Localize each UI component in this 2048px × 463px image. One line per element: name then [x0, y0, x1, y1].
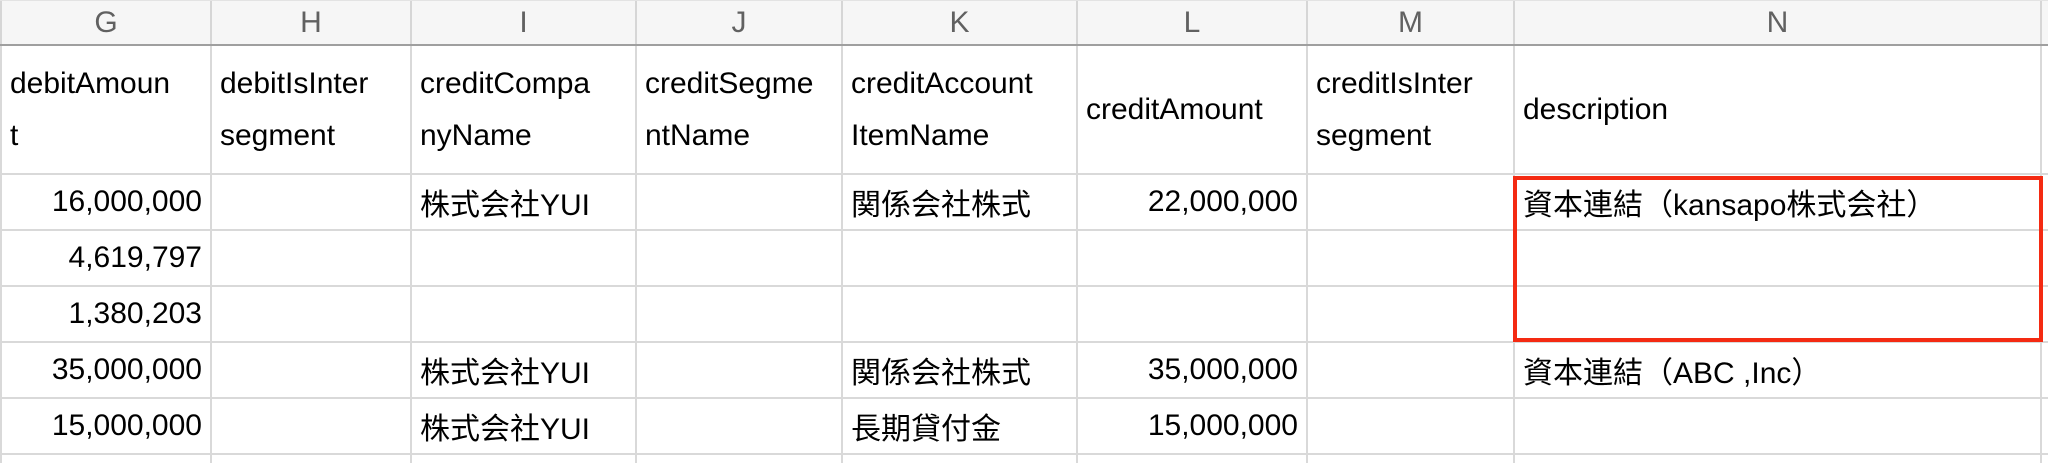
table-row: 16,000,000 株式会社YUI 関係会社株式 22,000,000 資本連… [0, 175, 2048, 231]
cell-description[interactable] [1515, 231, 2042, 285]
cell-credit-segment-name[interactable] [637, 231, 843, 285]
cell-credit-account-item-name[interactable]: 関係会社株式 [843, 343, 1078, 397]
cell-debit-amount[interactable]: 1,380,203 [0, 287, 212, 341]
column-letter-j[interactable]: J [637, 1, 843, 44]
cell-credit-amount[interactable] [1078, 231, 1308, 285]
row-filler [2042, 175, 2048, 229]
cell-debit-amount[interactable]: 4,619,797 [0, 231, 212, 285]
table-row: 35,000,000 株式会社YUI 関係会社株式 35,000,000 資本連… [0, 343, 2048, 399]
cell-empty[interactable] [0, 455, 212, 463]
table-row: 15,000,000 株式会社YUI 長期貸付金 15,000,000 [0, 399, 2048, 455]
header-cell-credit-segment-name[interactable]: creditSegme ntName [637, 46, 843, 173]
cell-credit-account-item-name[interactable]: 関係会社株式 [843, 175, 1078, 229]
cell-credit-company-name[interactable] [412, 231, 637, 285]
cell-credit-amount[interactable]: 22,000,000 [1078, 175, 1308, 229]
column-header-filler [2042, 1, 2048, 44]
cell-credit-segment-name[interactable] [637, 175, 843, 229]
column-letter-n[interactable]: N [1515, 1, 2042, 44]
cell-description[interactable] [1515, 399, 2042, 453]
cell-credit-company-name[interactable]: 株式会社YUI [412, 343, 637, 397]
header-cell-description[interactable]: description [1515, 46, 2042, 173]
cell-credit-account-item-name[interactable]: 長期貸付金 [843, 399, 1078, 453]
cell-description[interactable]: 資本連結（ABC ,Inc） [1515, 343, 2042, 397]
cell-empty[interactable] [843, 455, 1078, 463]
cell-credit-is-intersegment[interactable] [1308, 343, 1515, 397]
cell-credit-account-item-name[interactable] [843, 231, 1078, 285]
table-row: 1,380,203 [0, 287, 2048, 343]
cell-credit-company-name[interactable]: 株式会社YUI [412, 175, 637, 229]
field-header-row: debitAmoun t debitIsInter segment credit… [0, 46, 2048, 175]
row-filler [2042, 455, 2048, 463]
header-cell-credit-amount[interactable]: creditAmount [1078, 46, 1308, 173]
row-filler [2042, 399, 2048, 453]
cell-credit-company-name[interactable] [412, 287, 637, 341]
row-filler [2042, 287, 2048, 341]
column-letter-m[interactable]: M [1308, 1, 1515, 44]
cell-description[interactable]: 資本連結（kansapo株式会社） [1515, 175, 2042, 229]
column-letter-l[interactable]: L [1078, 1, 1308, 44]
cell-credit-amount[interactable] [1078, 287, 1308, 341]
cell-credit-company-name[interactable]: 株式会社YUI [412, 399, 637, 453]
cell-description[interactable] [1515, 287, 2042, 341]
header-cell-credit-account-item-name[interactable]: creditAccount ItemName [843, 46, 1078, 173]
column-letter-h[interactable]: H [212, 1, 412, 44]
cell-empty[interactable] [212, 455, 412, 463]
cell-debit-amount[interactable]: 15,000,000 [0, 399, 212, 453]
header-cell-credit-is-intersegment[interactable]: creditIsInter segment [1308, 46, 1515, 173]
row-filler [2042, 343, 2048, 397]
header-cell-debit-is-intersegment[interactable]: debitIsInter segment [212, 46, 412, 173]
cell-credit-amount[interactable]: 35,000,000 [1078, 343, 1308, 397]
cell-debit-amount[interactable]: 16,000,000 [0, 175, 212, 229]
cell-empty[interactable] [1515, 455, 2042, 463]
column-letter-i[interactable]: I [412, 1, 637, 44]
header-cell-debit-amount[interactable]: debitAmoun t [0, 46, 212, 173]
cell-credit-account-item-name[interactable] [843, 287, 1078, 341]
cell-credit-segment-name[interactable] [637, 399, 843, 453]
cell-credit-segment-name[interactable] [637, 343, 843, 397]
cell-debit-is-intersegment[interactable] [212, 343, 412, 397]
cell-credit-is-intersegment[interactable] [1308, 399, 1515, 453]
header-filler [2042, 46, 2048, 173]
cell-credit-is-intersegment[interactable] [1308, 175, 1515, 229]
cell-debit-is-intersegment[interactable] [212, 287, 412, 341]
cell-debit-is-intersegment[interactable] [212, 175, 412, 229]
cell-empty[interactable] [412, 455, 637, 463]
cell-credit-segment-name[interactable] [637, 287, 843, 341]
table-row: 4,619,797 [0, 231, 2048, 287]
cell-debit-is-intersegment[interactable] [212, 231, 412, 285]
row-filler [2042, 231, 2048, 285]
column-letter-g[interactable]: G [0, 1, 212, 44]
table-row-partial [0, 455, 2048, 463]
column-header-row: G H I J K L M N [0, 0, 2048, 46]
cell-credit-amount[interactable]: 15,000,000 [1078, 399, 1308, 453]
cell-empty[interactable] [637, 455, 843, 463]
cell-empty[interactable] [1078, 455, 1308, 463]
header-cell-credit-company-name[interactable]: creditCompa nyName [412, 46, 637, 173]
cell-debit-is-intersegment[interactable] [212, 399, 412, 453]
cell-credit-is-intersegment[interactable] [1308, 287, 1515, 341]
cell-debit-amount[interactable]: 35,000,000 [0, 343, 212, 397]
column-letter-k[interactable]: K [843, 1, 1078, 44]
cell-empty[interactable] [1308, 455, 1515, 463]
cell-credit-is-intersegment[interactable] [1308, 231, 1515, 285]
